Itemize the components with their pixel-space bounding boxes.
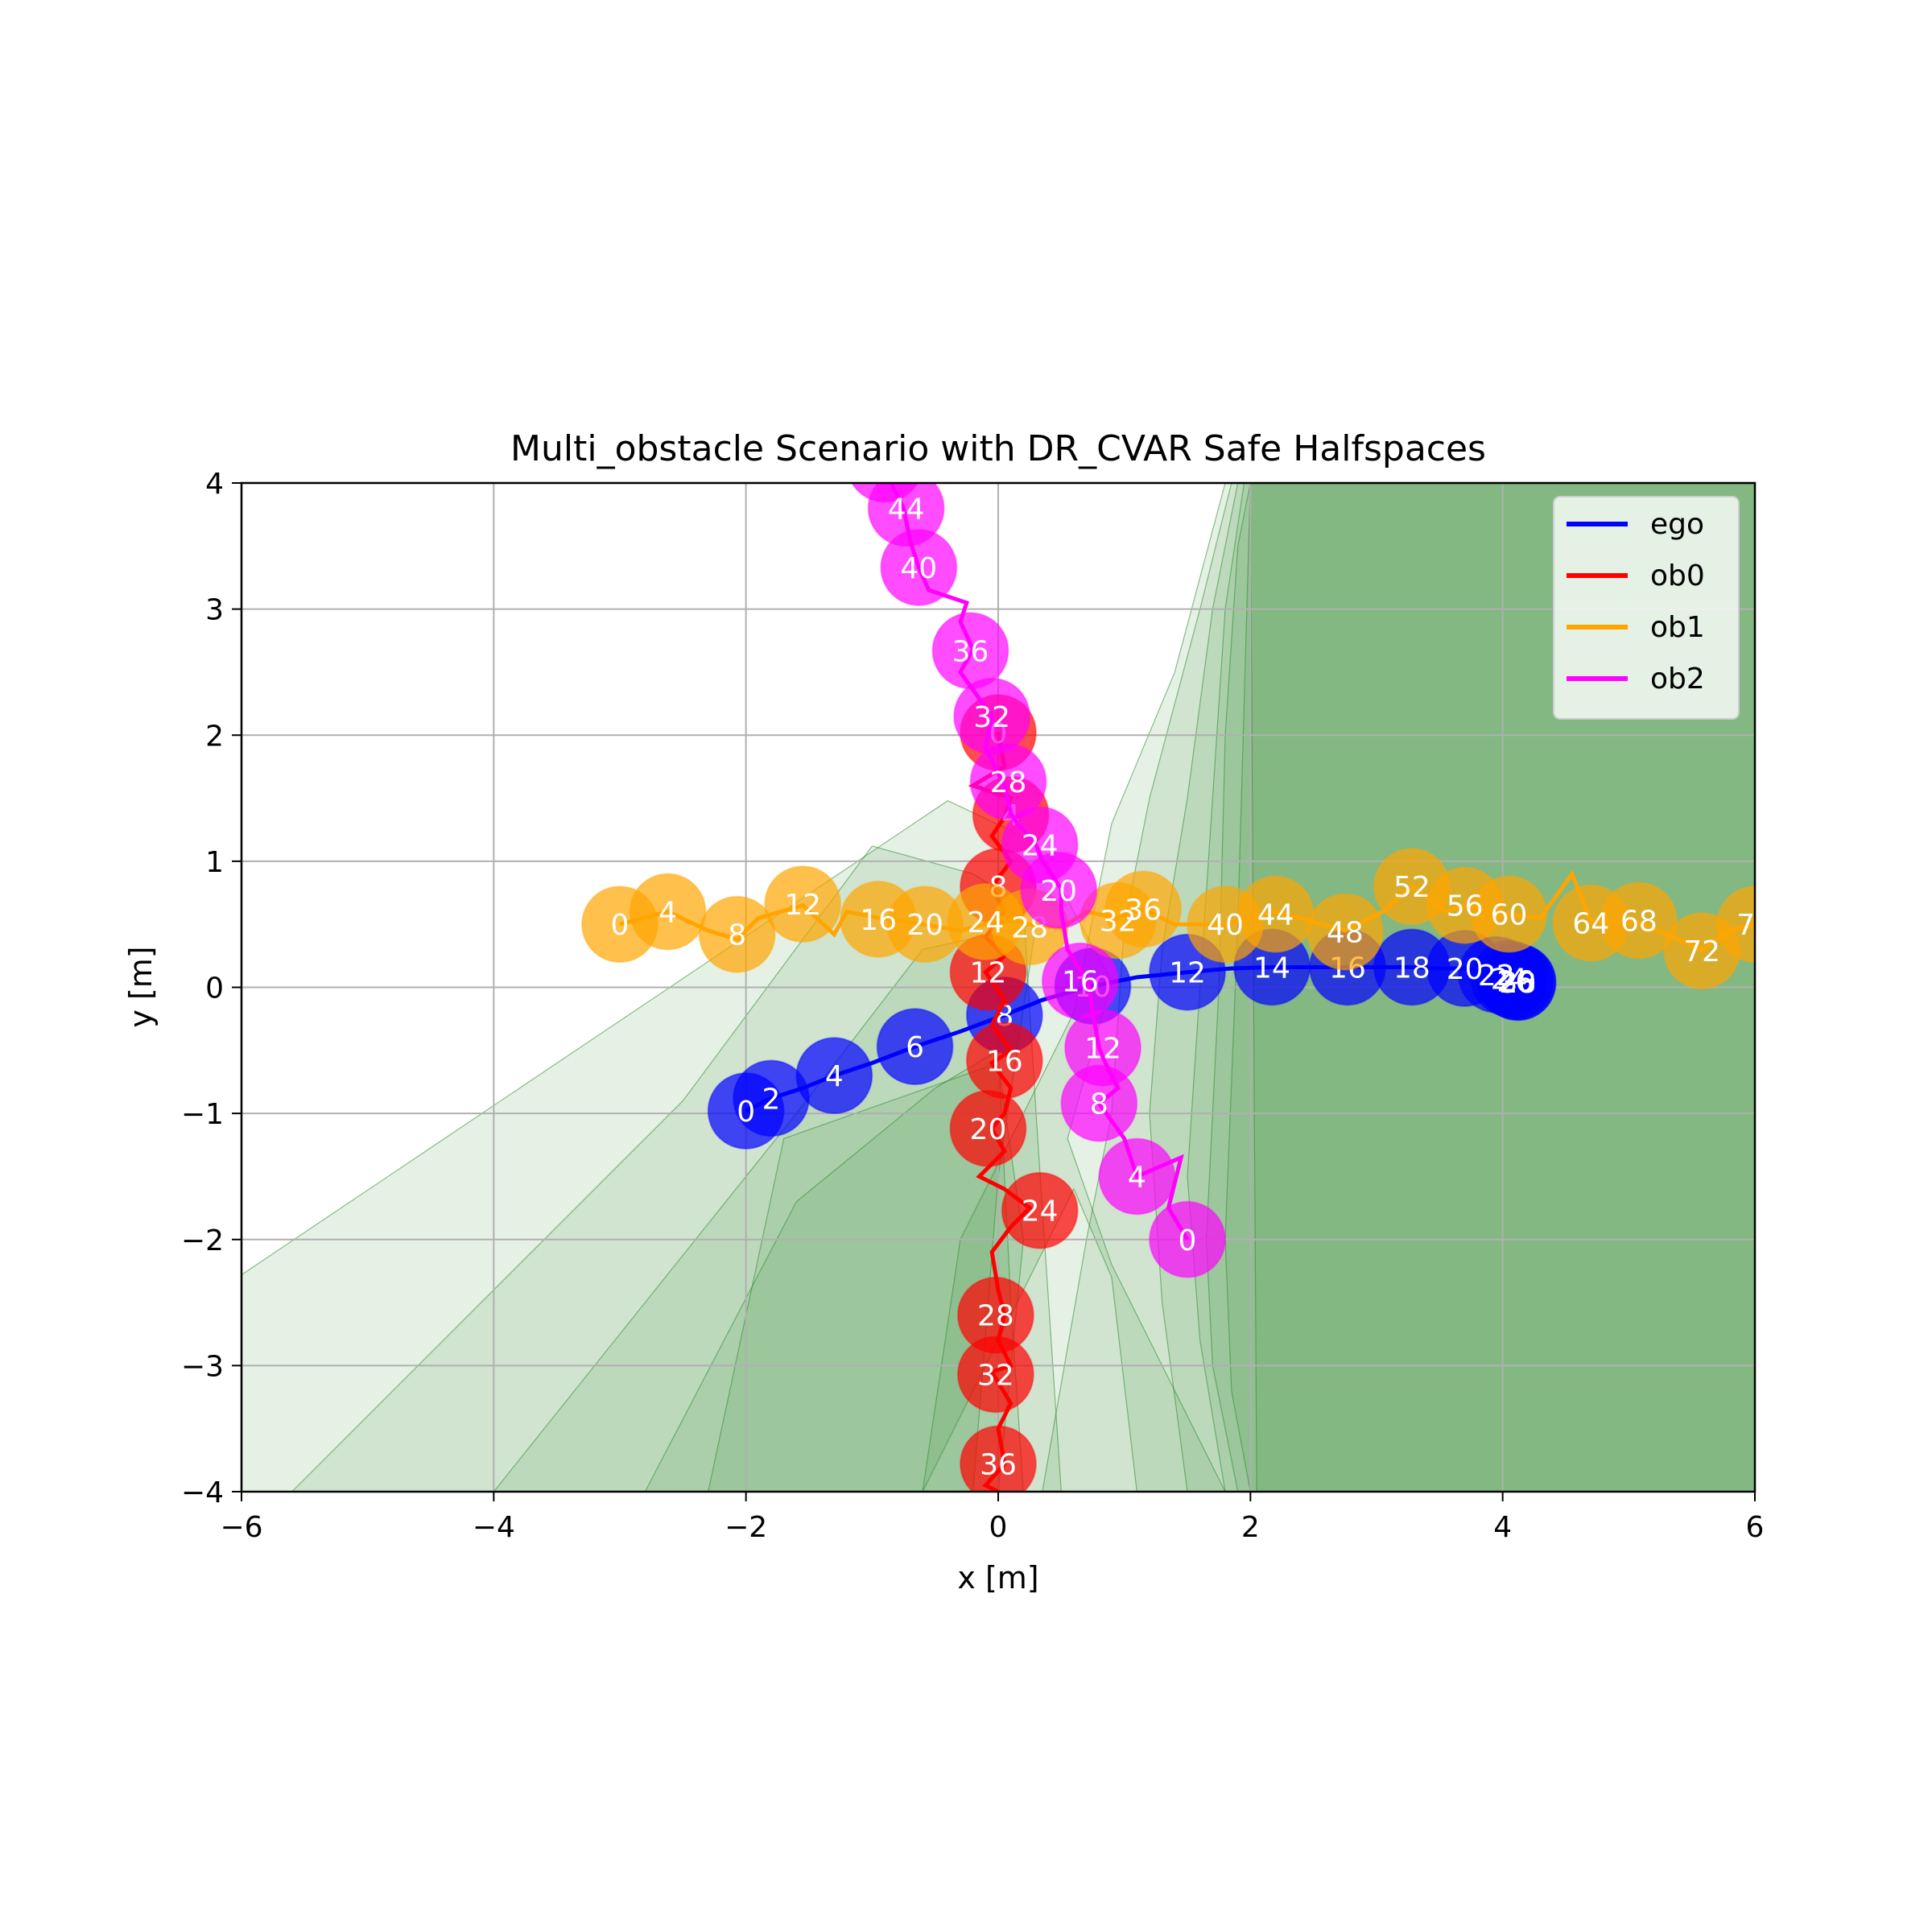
y-tick-label-5: 1: [205, 846, 224, 879]
ob1-marker-label-8: 8: [728, 919, 746, 952]
y-tick-label-8: 4: [205, 468, 224, 501]
ob1-marker-label-48: 48: [1327, 917, 1364, 950]
ob1-marker-label-52: 52: [1393, 871, 1430, 904]
ob0-marker-24: [1001, 1171, 1079, 1249]
ob0-marker-label-28: 28: [977, 1300, 1014, 1333]
ob2-marker-label-28: 28: [990, 766, 1027, 799]
ob1-marker-label-60: 60: [1491, 899, 1528, 932]
ego-trajectory-line: [745, 964, 1519, 1113]
ob2-marker-label-8: 8: [1090, 1088, 1108, 1121]
ob1-marker-label-16: 16: [860, 904, 897, 937]
ob1-marker-label-68: 68: [1620, 905, 1657, 938]
ego-marker-label-20: 20: [1447, 953, 1484, 986]
x-tick-label-3: 0: [989, 1511, 1008, 1544]
x-tick-label-4: 2: [1241, 1511, 1260, 1544]
ob1-marker-8: [698, 895, 776, 973]
ob0-marker-label-20: 20: [970, 1113, 1007, 1146]
x-tick-label-5: 4: [1493, 1511, 1512, 1544]
ob1-marker-label-24: 24: [967, 906, 1004, 939]
ob2-marker-48: [851, 483, 919, 503]
ob1-marker-label-56: 56: [1447, 890, 1484, 923]
ob1-marker-label-32: 32: [1100, 905, 1137, 938]
ob1-marker-label-72: 72: [1683, 935, 1720, 968]
y-tick-label-7: 3: [205, 594, 224, 627]
ego-marker-label-26: 26: [1496, 966, 1534, 999]
ob0-marker-label-32: 32: [977, 1359, 1014, 1392]
ob0-marker-label-24: 24: [1022, 1195, 1059, 1228]
ego-marker-label-24: 24: [1491, 964, 1528, 997]
ob1-marker-76: [1716, 886, 1755, 964]
ob2-marker-label-44: 44: [888, 493, 925, 526]
ob2-marker-label-32: 32: [973, 701, 1010, 734]
ob2-marker-label-40: 40: [900, 552, 937, 585]
x-axis-label: x [m]: [957, 1560, 1038, 1596]
ob2-marker-label-24: 24: [1022, 830, 1059, 863]
ego-marker-label-2: 2: [762, 1083, 781, 1116]
chart-title: Multi_obstacle Scenario with DR_CVAR Saf…: [510, 428, 1486, 469]
x-tick-label-6: 6: [1746, 1511, 1765, 1544]
ob2-marker-label-0: 0: [1179, 1224, 1197, 1257]
ob2-marker-label-36: 36: [952, 635, 989, 668]
ob2-marker-label-20: 20: [1040, 875, 1077, 908]
ob1-marker-label-12: 12: [784, 889, 821, 922]
y-tick-label-3: −1: [181, 1098, 224, 1131]
ob1-marker-label-64: 64: [1572, 908, 1609, 941]
y-tick-label-1: −3: [181, 1350, 224, 1383]
ego-marker-label-30: 30: [1500, 967, 1537, 1000]
ego-marker-label-0: 0: [737, 1096, 755, 1129]
y-axis-label: y [m]: [123, 946, 159, 1027]
y-tick-label-0: −4: [181, 1476, 224, 1509]
legend-label-ob2: ob2: [1650, 663, 1705, 696]
ob1-marker-label-20: 20: [906, 909, 943, 942]
ob1-marker-label-0: 0: [611, 909, 630, 942]
ego-marker-label-14: 14: [1253, 952, 1290, 985]
ego-marker-label-4: 4: [825, 1060, 844, 1093]
ego-marker-label-6: 6: [906, 1031, 924, 1064]
ob1-marker-label-76: 76: [1736, 909, 1773, 942]
ego-marker-label-28: 28: [1500, 967, 1537, 1000]
legend-label-ego: ego: [1650, 508, 1704, 541]
ego-marker-label-22: 22: [1478, 960, 1515, 993]
ob1-marker-label-44: 44: [1257, 899, 1294, 932]
ob2-marker-label-4: 4: [1128, 1161, 1146, 1194]
ob1-trajectory-line: [619, 869, 1755, 952]
ob1-marker-label-40: 40: [1207, 909, 1244, 942]
y-tick-label-4: 0: [205, 972, 224, 1005]
x-tick-label-0: −6: [220, 1511, 262, 1544]
trajectory-series: 0246810121416182022242628300481216202428…: [581, 483, 1773, 1492]
ob2-marker-label-12: 12: [1084, 1033, 1121, 1066]
ob2-marker-label-16: 16: [1062, 966, 1099, 999]
x-tick-label-1: −4: [473, 1511, 515, 1544]
ob2-marker-16: [1041, 942, 1119, 1020]
ego-marker-label-12: 12: [1169, 957, 1206, 990]
ob2-trajectory-line: [889, 483, 1190, 1241]
legend-label-ob1: ob1: [1650, 611, 1705, 644]
legend-box: [1553, 496, 1740, 720]
ob1-marker-label-4: 4: [658, 897, 677, 930]
ob0-marker-label-16: 16: [986, 1045, 1023, 1078]
y-tick-label-6: 2: [205, 720, 224, 753]
ob0-marker-label-12: 12: [970, 957, 1007, 990]
legend: ego ob0 ob1 ob2: [1553, 496, 1740, 720]
ob1-marker-label-36: 36: [1125, 894, 1162, 927]
y-tick-label-2: −2: [181, 1224, 224, 1257]
legend-label-ob0: ob0: [1650, 559, 1705, 592]
x-tick-label-2: −2: [724, 1511, 767, 1544]
ego-marker-label-18: 18: [1393, 952, 1430, 985]
ob0-marker-label-36: 36: [980, 1449, 1017, 1482]
